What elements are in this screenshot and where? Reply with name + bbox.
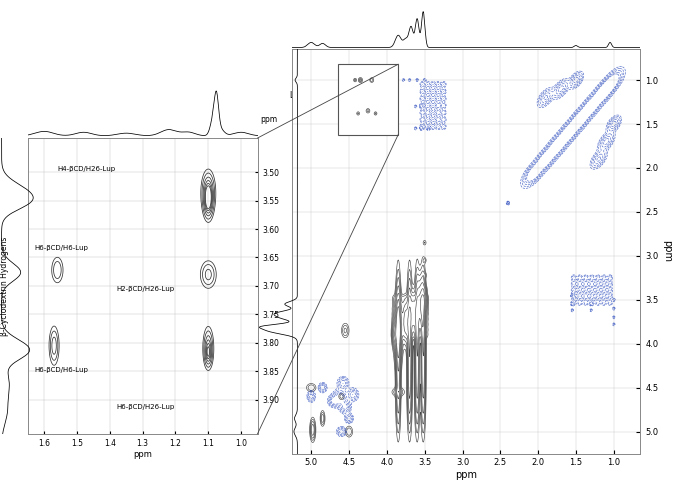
X-axis label: ppm: ppm [133, 451, 152, 459]
Text: H6-βCD/H26-Lup: H6-βCD/H26-Lup [116, 404, 175, 410]
Bar [338, 64, 398, 135]
X-axis label: ppm: ppm [455, 470, 477, 480]
Text: H6-βCD/H6-Lup: H6-βCD/H6-Lup [34, 245, 88, 251]
Text: Lupeol Hydrogens: Lupeol Hydrogens [290, 91, 363, 100]
Text: H2-βCD/H26-Lup: H2-βCD/H26-Lup [116, 286, 175, 292]
Text: ppm: ppm [260, 115, 277, 124]
Y-axis label: ppm: ppm [663, 241, 672, 262]
Text: β-Cyclodextrin Hydrogens: β-Cyclodextrin Hydrogens [1, 236, 9, 336]
Text: H6-βCD/H6-Lup: H6-βCD/H6-Lup [34, 367, 88, 373]
Text: H4-βCD/H26-Lup: H4-βCD/H26-Lup [57, 166, 116, 173]
